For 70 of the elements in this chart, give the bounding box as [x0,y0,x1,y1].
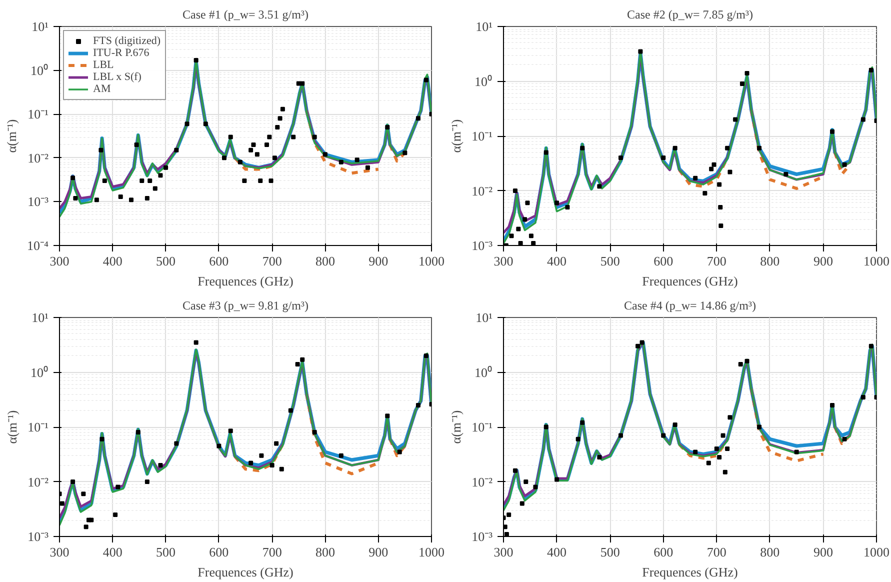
x-tick-label: 300 [50,544,70,560]
x-tick-label: 1000 [864,544,890,560]
legend-label: LBL [93,59,114,71]
y-tick-label: 10⁻¹ [472,420,493,434]
x-tick-label: 900 [813,544,833,560]
chart-title: Case #3 (p_w= 9.81 g/m³) [182,298,309,312]
x-tick-label: 500 [156,254,176,268]
y-tick-label: 10⁻² [472,474,493,490]
x-tick-label: 600 [209,254,229,268]
y-tick-label: 10¹ [32,19,49,34]
x-tick-label: 300 [50,254,70,268]
chart-title: Case #1 (p_w= 3.51 g/m³) [182,8,309,22]
x-tick-label: 900 [368,254,388,268]
legend-label: ITU-R P.676 [93,47,150,59]
y-tick-label: 10⁻⁴ [26,238,49,253]
x-tick-label: 900 [813,254,833,268]
x-tick-label: 700 [262,544,282,560]
x-tick-label: 600 [654,544,674,560]
x-tick-label: 1000 [418,254,444,268]
x-tick-label: 400 [102,544,122,560]
x-axis-title: Frequences (GHz) [642,274,738,288]
x-tick-label: 700 [262,254,282,268]
y-tick-label: 10¹ [32,310,49,325]
y-tick-label: 10⁻² [472,183,493,198]
y-axis-title: α(m⁻¹) [4,119,19,153]
y-tick-label: 10⁻² [28,474,49,490]
x-tick-label: 400 [547,254,567,268]
x-axis-title: Frequences (GHz) [198,274,294,288]
x-tick-label: 300 [494,254,514,268]
x-tick-label: 400 [547,544,567,560]
x-tick-label: 700 [706,544,726,560]
y-tick-label: 10⁻³ [28,194,49,210]
legend-label: FTS (digitized) [93,35,161,47]
y-tick-label: 10¹ [476,19,493,34]
x-tick-label: 1000 [418,544,444,560]
x-tick-label: 500 [600,254,620,268]
y-axis-title: α(m⁻¹) [4,410,20,444]
y-tick-label: 10⁻¹ [28,420,49,434]
chart-title: Case #4 (p_w= 14.86 g/m³) [624,298,756,312]
x-tick-label: 800 [315,544,335,560]
y-tick-label: 10⁻¹ [28,106,49,122]
x-tick-label: 800 [315,254,335,268]
y-tick-label: 10⁻¹ [472,128,493,144]
x-tick-label: 700 [706,254,726,268]
x-axis-title: Frequences (GHz) [198,564,294,580]
x-tick-label: 600 [209,544,229,560]
chart-title: Case #2 (p_w= 7.85 g/m³) [626,8,754,22]
x-tick-label: 400 [102,254,122,268]
legend-label: LBL x S(f) [93,71,142,83]
x-axis-title: Frequences (GHz) [642,564,738,580]
x-tick-label: 500 [600,544,620,560]
x-tick-label: 300 [494,544,514,560]
y-tick-label: 10⁻³ [472,238,493,253]
y-tick-label: 10⁻³ [472,529,493,544]
y-tick-label: 10⁰ [30,62,48,78]
y-tick-label: 10⁰ [474,74,492,89]
x-tick-label: 900 [368,544,388,560]
y-tick-label: 10¹ [476,310,493,325]
x-tick-label: 800 [760,254,780,268]
x-tick-label: 1000 [864,254,890,268]
y-tick-label: 10⁻² [28,150,49,166]
x-tick-label: 800 [760,544,780,560]
x-tick-label: 600 [654,254,674,268]
y-tick-label: 10⁰ [474,364,492,380]
y-axis-title: α(m⁻¹) [448,410,464,444]
x-tick-label: 500 [156,544,176,560]
y-tick-label: 10⁻³ [28,529,49,544]
y-axis-title: α(m⁻¹) [448,119,464,153]
legend-label: AM [93,83,112,95]
y-tick-label: 10⁰ [30,364,48,380]
